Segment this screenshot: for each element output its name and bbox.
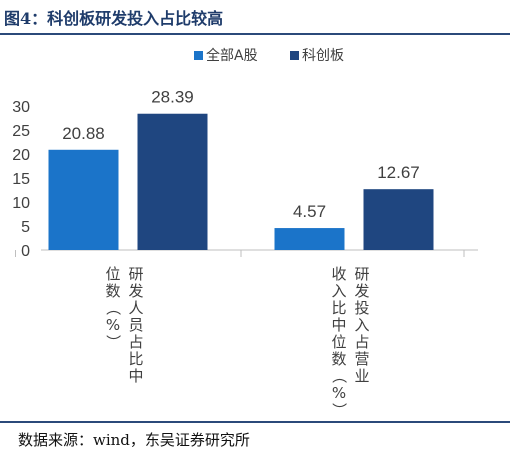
- category-label-char: 研: [128, 265, 143, 283]
- bar: [137, 113, 208, 250]
- category-label-char: 业: [354, 367, 369, 385]
- y-tick-label: 0: [21, 243, 30, 260]
- category-label-char: 发: [354, 282, 369, 300]
- category-label-char: %: [106, 316, 120, 334]
- category-label-char: 营: [354, 350, 369, 368]
- category-label-char: 人: [128, 299, 143, 317]
- bar: [48, 149, 119, 250]
- category-label-char: 位: [105, 265, 120, 283]
- category-label-char: 投: [354, 299, 369, 317]
- legend-swatch: [290, 51, 299, 60]
- y-tick-label: 30: [12, 99, 30, 116]
- category-label-char: %: [332, 384, 346, 402]
- y-tick-label: 25: [12, 123, 30, 140]
- data-label: 12.67: [377, 163, 420, 182]
- legend-label: 科创板: [302, 48, 344, 64]
- category-label-char: 比: [331, 299, 346, 317]
- category-label-char: 收: [331, 265, 346, 283]
- bar: [363, 189, 434, 250]
- y-tick-label: 15: [12, 171, 30, 188]
- bar: [274, 228, 345, 250]
- category-label-char: 研: [354, 265, 369, 283]
- y-tick-label: 10: [12, 195, 30, 212]
- data-label: 4.57: [293, 202, 326, 221]
- category-label-char: 数: [105, 282, 120, 300]
- data-label: 20.88: [62, 124, 105, 143]
- legend-swatch: [194, 51, 203, 60]
- figure-title: 图4：科创板研发投入占比较高: [4, 9, 224, 28]
- category-label-char: ）: [330, 402, 348, 417]
- category-label-char: 位: [331, 333, 346, 351]
- category-label-char: 数: [331, 350, 346, 368]
- category-label-char: 入: [331, 282, 346, 300]
- y-tick-label: 5: [21, 219, 30, 236]
- data-label: 28.39: [151, 88, 194, 107]
- category-label-char: 中: [331, 316, 346, 334]
- title-divider: [0, 33, 510, 35]
- legend-label: 全部A股: [206, 47, 258, 64]
- category-label-char: 比: [128, 350, 143, 368]
- category-label-char: 中: [128, 367, 143, 385]
- y-tick-label: 20: [12, 147, 30, 164]
- category-label-char: 占: [128, 333, 143, 351]
- category-label-char: 入: [354, 316, 369, 334]
- category-label-char: 占: [354, 333, 369, 351]
- category-label-char: 发: [128, 282, 143, 300]
- source-note: 数据来源：wind，东吴证券研究所: [18, 431, 250, 449]
- category-label-char: （: [104, 300, 122, 315]
- category-label-char: 员: [128, 316, 143, 334]
- category-label-char: （: [330, 368, 348, 383]
- source-divider: [0, 421, 510, 423]
- category-label-char: ）: [104, 334, 122, 349]
